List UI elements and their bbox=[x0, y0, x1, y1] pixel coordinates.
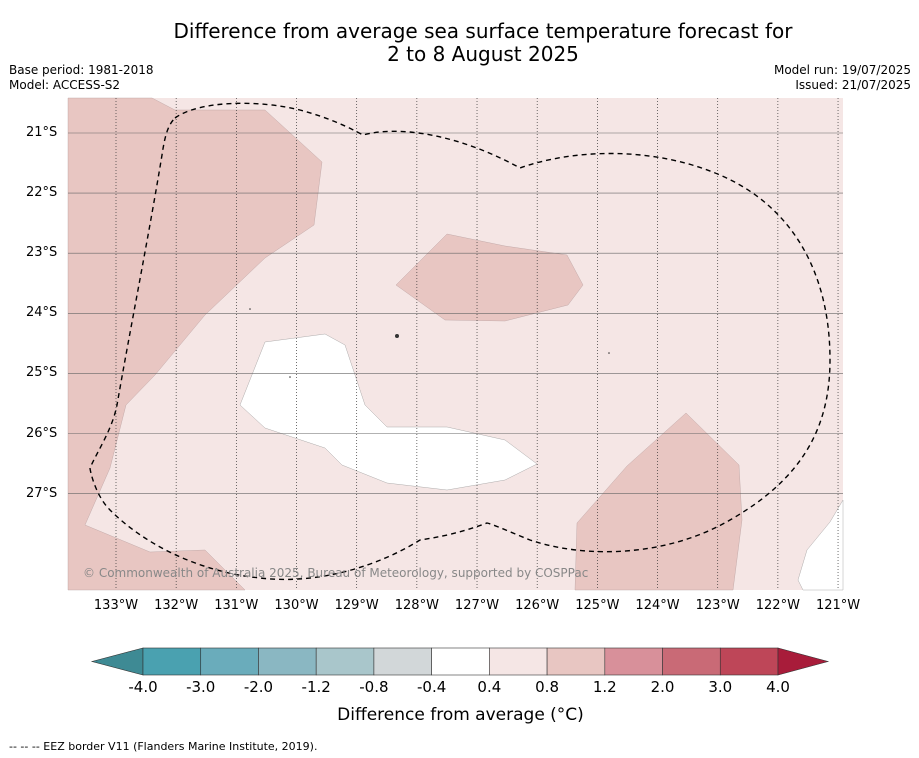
island-marker bbox=[249, 308, 251, 310]
colorbar-segment bbox=[431, 647, 490, 676]
colorbar-segment bbox=[719, 647, 779, 676]
colorbar-tick-label: -3.0 bbox=[186, 678, 216, 696]
neutral-region-southeast-corner bbox=[797, 499, 844, 591]
colorbar-segment bbox=[142, 647, 202, 676]
colorbar-tick-label: 1.2 bbox=[592, 678, 617, 696]
map-gridlines bbox=[68, 98, 843, 590]
colorbar-tick-label: -4.0 bbox=[128, 678, 158, 696]
colorbar-title: Difference from average (°C) bbox=[337, 705, 584, 725]
colorbar bbox=[90, 647, 830, 676]
colorbar-tick-label: 2.0 bbox=[650, 678, 675, 696]
colorbar-segment bbox=[662, 647, 721, 676]
latitude-tick-label: 24°S bbox=[26, 305, 58, 321]
longitude-tick-label: 121°W bbox=[815, 598, 861, 613]
model-run-label: Model run: 19/07/2025 bbox=[773, 63, 911, 77]
latitude-tick-label: 22°S bbox=[26, 185, 58, 201]
longitude-tick-label: 128°W bbox=[394, 598, 439, 613]
latitude-tick-label: 23°S bbox=[26, 245, 58, 261]
longitude-tick-label: 124°W bbox=[635, 598, 680, 613]
latitude-tick-label: 26°S bbox=[26, 425, 58, 441]
colorbar-segment bbox=[489, 647, 548, 676]
colorbar-segment bbox=[315, 647, 375, 676]
latitude-tick-label: 21°S bbox=[26, 125, 58, 140]
colorbar-tick-label: 0.8 bbox=[535, 678, 559, 696]
chart-title-line-1: Difference from average sea surface temp… bbox=[173, 19, 793, 43]
colorbar-over-arrow bbox=[777, 647, 830, 676]
colorbar-segment bbox=[604, 647, 663, 676]
longitude-tick-label: 132°W bbox=[154, 598, 199, 613]
colorbar-tick-label: -2.0 bbox=[243, 678, 274, 696]
longitude-tick-label: 130°W bbox=[274, 598, 319, 613]
base-period-label: Base period: 1981-2018 bbox=[9, 63, 154, 77]
island-marker bbox=[289, 376, 291, 378]
colorbar-segment bbox=[200, 647, 259, 676]
warm-region-central bbox=[395, 233, 584, 322]
colorbar-tick-label: -0.4 bbox=[416, 678, 447, 696]
island-marker bbox=[395, 334, 399, 338]
colorbar-segment bbox=[546, 647, 606, 676]
longitude-tick-label: 123°W bbox=[695, 598, 740, 613]
colorbar-tick-label: -1.2 bbox=[301, 678, 331, 696]
longitude-tick-label: 131°W bbox=[214, 598, 259, 613]
model-label: Model: ACCESS-S2 bbox=[9, 78, 121, 92]
warm-region-west bbox=[67, 97, 323, 591]
latitude-tick-label: 25°S bbox=[26, 365, 58, 381]
colorbar-tick-label: 3.0 bbox=[708, 678, 733, 696]
colorbar-tick-label: 4.0 bbox=[766, 678, 790, 696]
longitude-tick-label: 125°W bbox=[575, 598, 620, 613]
colorbar-segment bbox=[373, 647, 432, 676]
copyright-notice: © Commonwealth of Australia 2025, Bureau… bbox=[83, 566, 589, 580]
colorbar-tick-label: 0.4 bbox=[477, 678, 502, 696]
longitude-tick-label: 129°W bbox=[334, 598, 379, 613]
island-marker bbox=[608, 352, 610, 354]
chart-title-line-2: 2 to 8 August 2025 bbox=[387, 42, 579, 66]
warm-region-southeast bbox=[574, 412, 743, 591]
latitude-tick-label: 27°S bbox=[26, 485, 58, 501]
colorbar-tick-label: -0.8 bbox=[359, 678, 389, 696]
longitude-tick-label: 122°W bbox=[755, 598, 800, 613]
neutral-region-central bbox=[239, 333, 538, 491]
colorbar-segment bbox=[258, 647, 317, 676]
longitude-tick-label: 126°W bbox=[515, 598, 560, 613]
legend-footer: -- -- -- EEZ border V11 (Flanders Marine… bbox=[9, 740, 318, 753]
longitude-tick-label: 133°W bbox=[93, 598, 139, 613]
colorbar-under-arrow bbox=[90, 647, 144, 676]
issued-label: Issued: 21/07/2025 bbox=[795, 78, 911, 92]
longitude-tick-label: 127°W bbox=[454, 598, 500, 613]
